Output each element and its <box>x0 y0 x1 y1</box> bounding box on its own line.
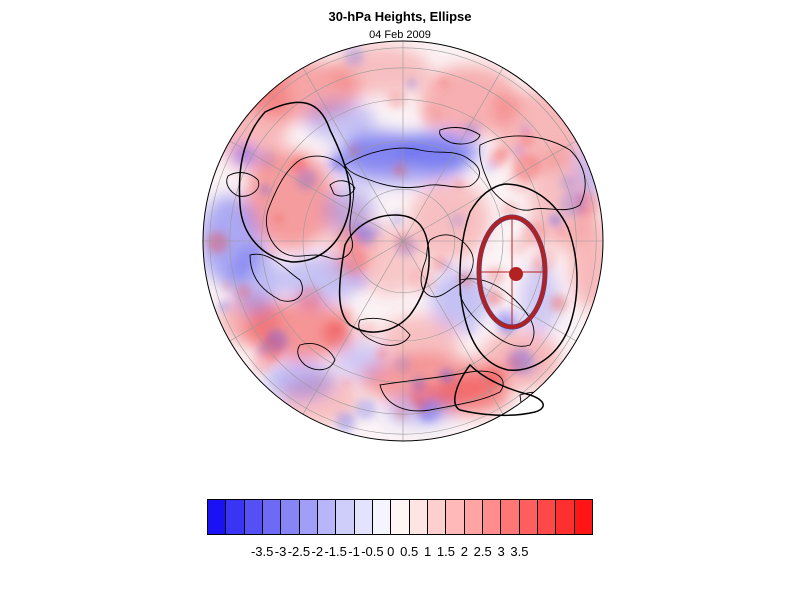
colorbar-cell <box>519 500 538 534</box>
colorbar-cell <box>281 500 300 534</box>
colorbar-cell <box>391 500 410 534</box>
colorbar-tick-label: 0.5 <box>400 544 419 559</box>
colorbar <box>207 499 593 535</box>
colorbar-cell <box>317 500 337 534</box>
colorbar-cell <box>262 500 282 534</box>
globe-outline <box>202 40 604 442</box>
colorbar-cell <box>537 500 557 534</box>
fitted-ellipse <box>476 214 548 330</box>
colorbar-tick-label: -3 <box>274 544 287 559</box>
colorbar-cell <box>226 500 245 534</box>
colorbar-cell <box>409 500 428 534</box>
colorbar-tick-label: 3.5 <box>510 544 529 559</box>
colorbar-cell <box>354 500 373 534</box>
colorbar-cell <box>574 500 592 534</box>
map-title: 30-hPa Heights, Ellipse <box>328 9 472 24</box>
map-date: 04 Feb 2009 <box>369 29 431 41</box>
colorbar-tick-label: -1 <box>348 544 360 559</box>
colorbar-cell <box>208 500 227 534</box>
colorbar-tick-label: 1.5 <box>436 544 455 559</box>
height-contours <box>238 101 578 417</box>
colorbar-tick-label: -2 <box>311 544 324 559</box>
ellipse-center-marker <box>509 267 523 281</box>
colorbar-tick-label: -1.5 <box>324 544 347 559</box>
colorbar-cell <box>501 500 520 534</box>
colorbar-cell <box>464 500 483 534</box>
colorbar-tick-label: 1 <box>423 544 432 559</box>
colorbar-cell <box>446 500 465 534</box>
colorbar-cell <box>299 500 318 534</box>
colorbar-tick-label: -0.5 <box>361 544 384 559</box>
colorbar-cell <box>556 500 575 534</box>
colorbar-cell <box>336 500 355 534</box>
colorbar-ticks: -3.5 -3 -2.5 -2 -1.5 -1 -0.5 0 0.5 1 1.5 2 2.5 3 3.5 <box>0 544 800 562</box>
colorbar-cell <box>372 500 392 534</box>
anomaly-field <box>203 41 603 441</box>
colorbar-tick-label: 0 <box>387 544 395 559</box>
colorbar-tick-label: 2 <box>460 544 468 559</box>
colorbar-tick-label: 3 <box>497 544 505 559</box>
colorbar-tick-label: -3.5 <box>250 544 274 559</box>
colorbar-cell <box>427 500 447 534</box>
colorbar-cell <box>482 500 502 534</box>
colorbar-tick-label: 2.5 <box>473 544 492 559</box>
colorbar-cell <box>244 500 263 534</box>
colorbar-tick-label: -2.5 <box>287 544 311 559</box>
